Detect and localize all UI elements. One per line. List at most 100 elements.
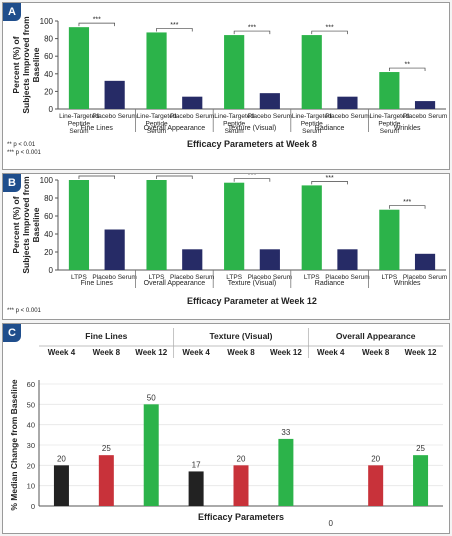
bar-label: Placebo Serum: [325, 113, 369, 120]
y-tick-label: 100: [40, 17, 54, 26]
y-tick-label: 0: [49, 266, 54, 275]
bar: [368, 465, 384, 506]
bar: [188, 471, 204, 506]
bar: [259, 93, 280, 109]
week-header: Week 4: [48, 348, 76, 357]
data-label: 17: [192, 460, 201, 469]
y-tick-label: 0: [31, 502, 35, 511]
y-tick-label: 60: [44, 212, 53, 221]
y-axis-label: Percent (%) ofSubjects Improved fromBase…: [11, 176, 41, 274]
group-header: Texture (Visual): [210, 331, 273, 341]
bar: [104, 80, 125, 109]
y-tick-label: 40: [27, 421, 35, 430]
significance-marker: ***: [248, 174, 256, 179]
significance-bracket: [156, 175, 193, 179]
x-axis-label: Efficacy Parameters at Week 8: [187, 139, 317, 149]
data-label: 20: [237, 454, 246, 463]
bar: [146, 32, 167, 109]
y-tick-label: 30: [27, 441, 35, 450]
x-axis-label: Efficacy Parameter at Week 12: [187, 296, 317, 306]
significance-marker: ***: [170, 174, 178, 177]
bar-label: Line-Targeted Peptide Serum: [59, 113, 99, 135]
group-label: Texture (Visual): [228, 280, 277, 287]
bar: [337, 96, 358, 109]
y-tick-label: 20: [44, 87, 53, 96]
bar-label: Placebo Serum: [170, 113, 214, 120]
significance-bracket: [78, 22, 115, 27]
x-axis-label: Efficacy Parameters: [198, 512, 284, 522]
group-header: Fine Lines: [85, 331, 127, 341]
significance-marker: ***: [248, 25, 256, 32]
significance-bracket: [311, 30, 348, 35]
bar-label: LTPS: [71, 274, 87, 281]
y-axis-label: % Median Change from Baseline: [9, 379, 19, 511]
significance-bracket: [389, 205, 426, 209]
panel-label-b: B: [3, 174, 21, 192]
significance-bracket: [156, 28, 193, 32]
group-label: Fine Lines: [81, 280, 114, 287]
data-label: 25: [416, 444, 425, 453]
group-label: Radiance: [315, 280, 345, 287]
bar-label: LTPS: [226, 274, 242, 281]
bar-label: LTPS: [381, 274, 397, 281]
bar: [301, 185, 322, 270]
week-header: Week 12: [135, 348, 167, 357]
group-label: Overall Appearance: [144, 125, 206, 132]
bar: [224, 182, 245, 270]
y-axis-label: Percent (%) ofSubjects Improved fromBase…: [11, 16, 41, 114]
bar: [233, 465, 249, 506]
bar-label: Line-Targeted Peptide Serum: [369, 113, 409, 135]
bar-label: Line-Targeted Peptide Serum: [214, 113, 254, 135]
footnote: *** p < 0.001: [7, 150, 42, 156]
week-header: Week 4: [317, 348, 345, 357]
bar: [379, 72, 400, 109]
y-tick-label: 50: [27, 400, 35, 409]
y-tick-label: 40: [44, 230, 53, 239]
bar-label: Placebo Serum: [248, 113, 292, 120]
bar-label: LTPS: [304, 274, 320, 281]
footnote: *** p < 0.001: [7, 308, 42, 314]
panel-label-a: A: [3, 3, 21, 21]
bar: [182, 249, 203, 270]
bar-label: Placebo Serum: [170, 274, 214, 281]
bar-label: Placebo Serum: [248, 274, 292, 281]
chart-c: 0 10 20 30 40 50 60 % Median Change from Baseli…: [9, 328, 443, 528]
bar: [278, 438, 294, 506]
y-tick-label: 80: [44, 194, 53, 203]
panel-a: 0 20 40 60 80 100 Percent (%) ofSubjects Impro…: [2, 2, 450, 170]
group-header: Overall Appearance: [336, 331, 416, 341]
y-tick-label: 20: [44, 248, 53, 257]
bar: [53, 465, 69, 506]
week-header: Week 12: [270, 348, 302, 357]
bar: [68, 180, 90, 270]
significance-marker: ***: [326, 25, 334, 32]
bar: [182, 96, 203, 109]
bar: [104, 229, 125, 270]
group-label: Fine Lines: [81, 125, 114, 132]
bar: [68, 27, 90, 109]
significance-bracket: [78, 175, 115, 179]
bar: [146, 180, 167, 270]
significance-marker: ***: [93, 17, 101, 24]
bar: [414, 253, 436, 270]
significance-bracket: [311, 181, 348, 185]
bar-label: LTPS: [149, 274, 165, 281]
panel-b: 0 20 40 60 80 100 Percent (%) ofSubjects Impro…: [2, 173, 450, 320]
data-label: 50: [147, 393, 156, 402]
y-tick-label: 20: [27, 461, 35, 470]
data-label: 20: [371, 454, 380, 463]
group-label: Texture (Visual): [228, 125, 277, 132]
data-label: 33: [281, 428, 290, 437]
y-tick-label: 80: [44, 35, 53, 44]
bar-label: Placebo Serum: [325, 274, 369, 281]
bar: [143, 404, 159, 506]
bar: [337, 249, 358, 270]
y-tick-label: 10: [27, 482, 35, 491]
week-header: Week 8: [227, 348, 255, 357]
group-label: Wrinkles: [394, 280, 421, 287]
footnote: ** p < 0.01: [7, 142, 36, 148]
week-header: Week 8: [93, 348, 121, 357]
significance-bracket: [389, 67, 426, 72]
